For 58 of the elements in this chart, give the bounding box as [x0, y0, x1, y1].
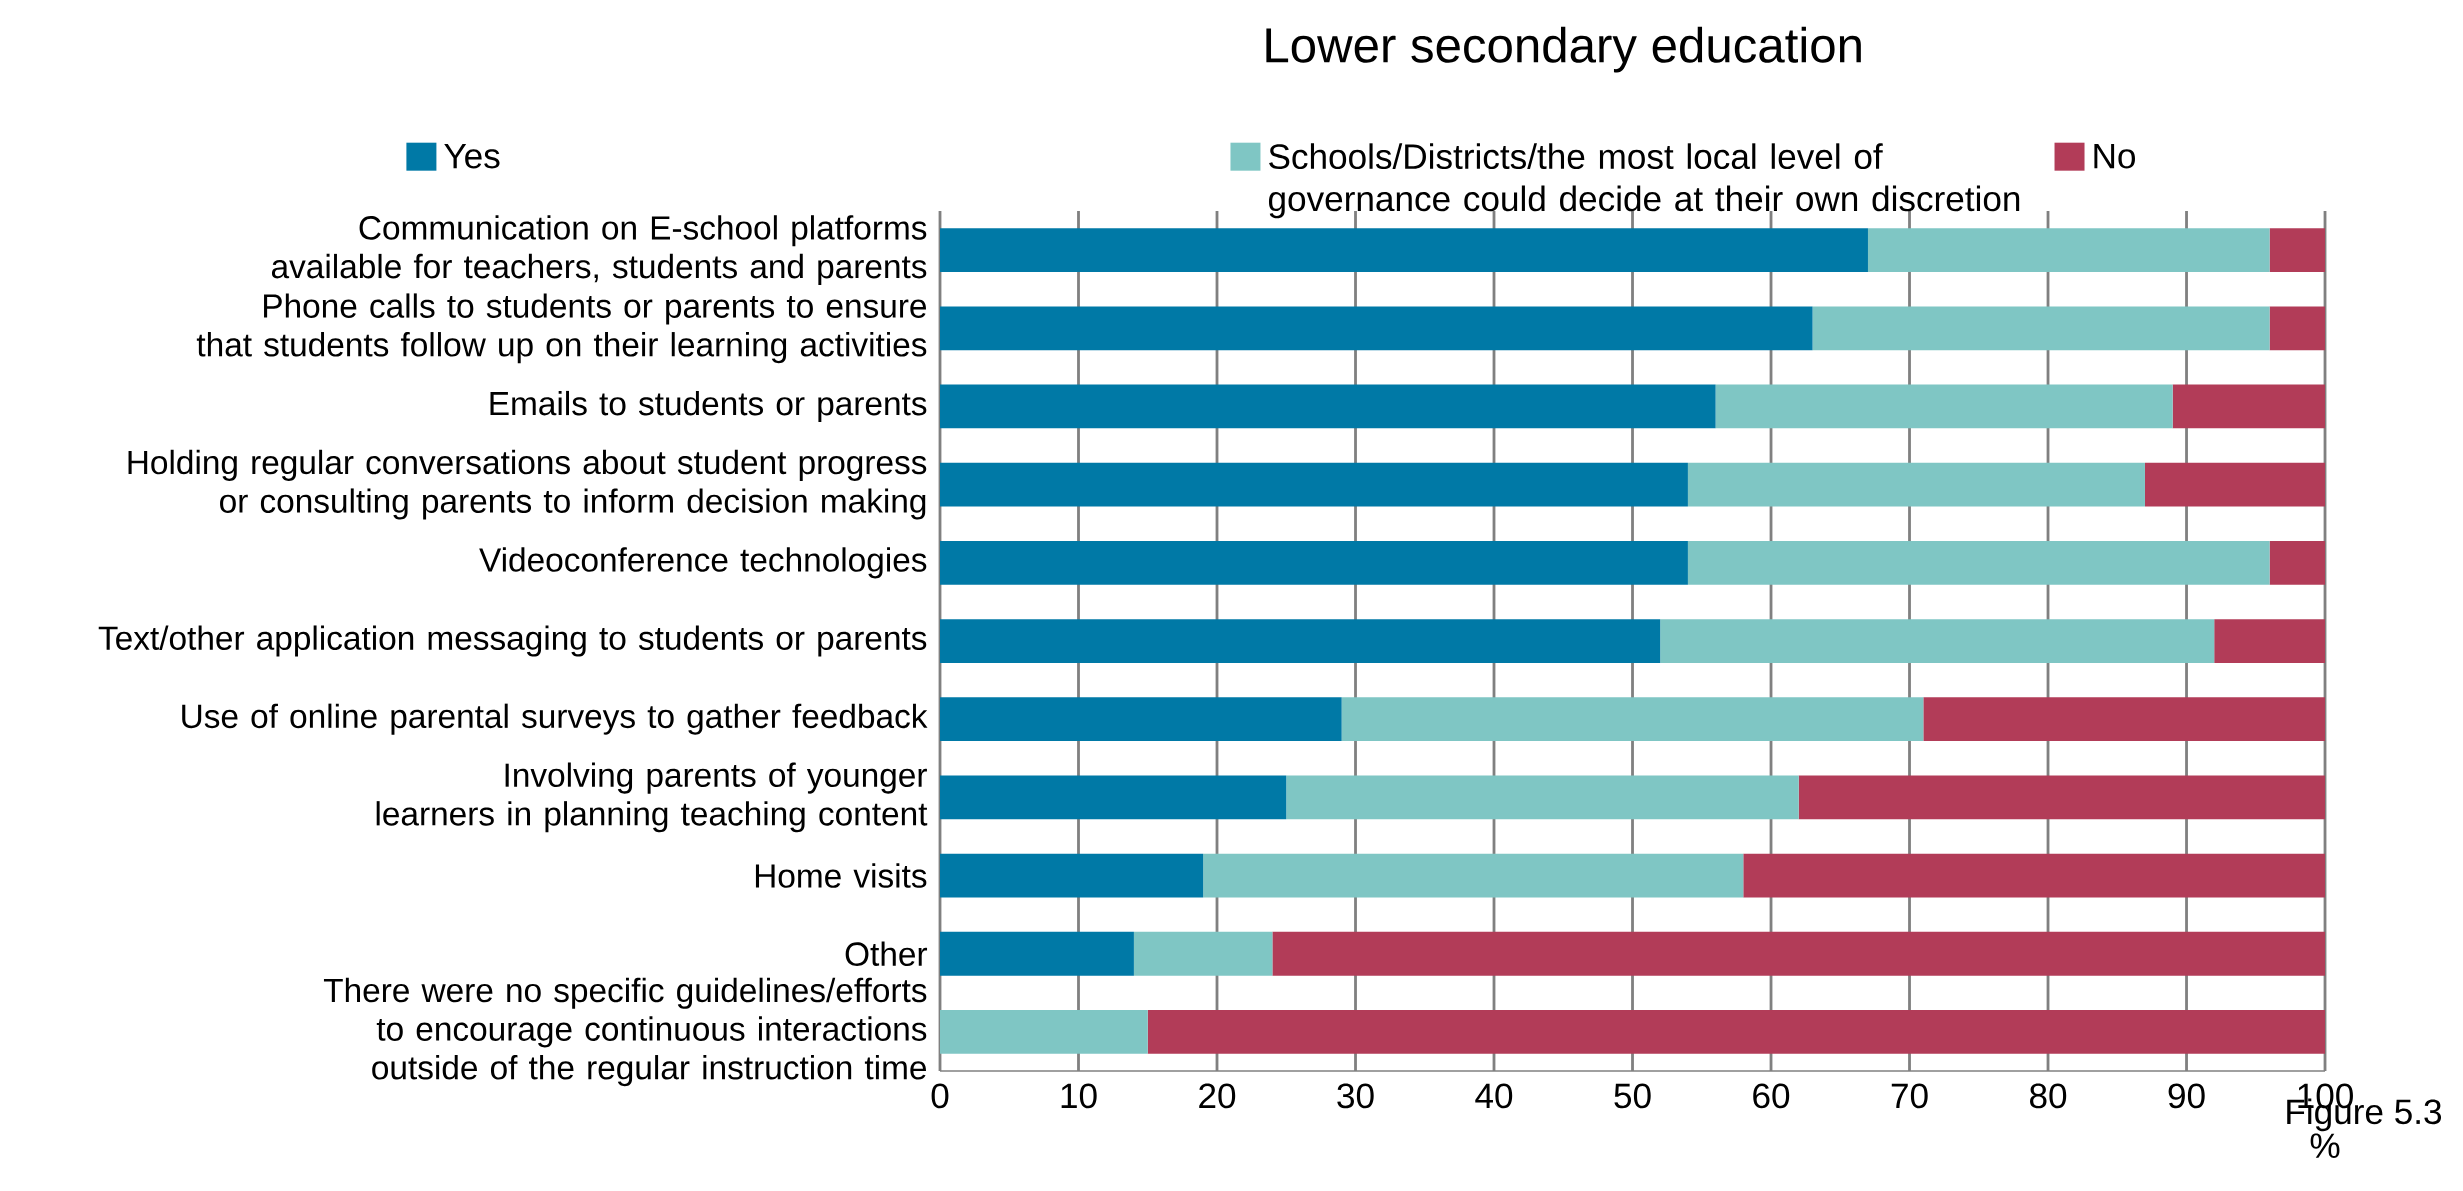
y-tick-label: Use of online parental surveys to gather feedback [182, 703, 928, 735]
y-tick-label: Communication on E-school platforms available for teachers, students and parents [271, 215, 927, 286]
bar [940, 462, 1688, 507]
y-tick-label: Involving parents of younger learners in planning teaching content [376, 762, 928, 833]
bar [2269, 306, 2326, 351]
x-axis-title: % [2310, 1133, 2340, 1159]
bar [1203, 853, 1744, 898]
y-tick-label: Home visits [755, 863, 927, 888]
bar [1660, 619, 2215, 663]
legend-label: Yes [444, 143, 500, 169]
bar [2269, 228, 2326, 272]
bar [1133, 931, 1273, 976]
bar [940, 697, 1342, 742]
bar [940, 384, 1716, 429]
bar [1715, 384, 2173, 429]
bar [1147, 1010, 2326, 1054]
bar [1923, 697, 2326, 742]
y-tick-label: Phone calls to students or parents to ensure that students follow up on their learning activities [196, 293, 927, 364]
y-tick-label: Videoconference technologies [479, 547, 927, 579]
x-tick-label: 50 [1614, 1083, 1651, 1109]
bar [940, 775, 1287, 820]
x-tick-label: 10 [1061, 1083, 1097, 1109]
bar [940, 228, 1868, 272]
bar [1687, 540, 2270, 585]
bar [1867, 228, 2270, 272]
bar [1272, 931, 2326, 976]
bar [1341, 697, 1924, 742]
bar [940, 540, 1688, 585]
legend-label: No [2094, 143, 2136, 169]
y-tick-label: Emails to students or parents [490, 390, 927, 423]
bar [940, 931, 1134, 976]
bar [940, 853, 1204, 898]
bar [1743, 853, 2326, 898]
y-tick-label: Holding regular conversations about student progress or consulting parents to inform decision making [128, 449, 927, 520]
bar [1798, 775, 2326, 820]
bar [2172, 384, 2326, 429]
x-tick-label: 80 [2030, 1083, 2067, 1109]
bar [940, 306, 1813, 351]
y-tick-label: Text/other application messaging to students or parents [98, 625, 927, 657]
x-tick-label: 0 [931, 1083, 949, 1109]
bar [940, 1010, 1148, 1054]
x-tick-label: 90 [2168, 1083, 2205, 1109]
bar [2269, 540, 2326, 585]
y-tick-label: There were no specific guidelines/efforts to encourage continuous interactions outside of the regular instruction time [323, 977, 927, 1087]
bar [1286, 775, 1799, 820]
chart-title: Lower secondary education [1266, 26, 1861, 73]
bar [1812, 306, 2270, 351]
bar [2144, 462, 2326, 507]
bar [1687, 462, 2145, 507]
x-tick-label: 70 [1891, 1083, 1928, 1109]
x-tick-label: 20 [1199, 1083, 1236, 1109]
y-tick-label: Other [845, 941, 928, 967]
legend-label: Schools/Districts/the most local level of governance could decide at their own discretion [1268, 143, 2020, 219]
x-tick-label: 30 [1337, 1083, 1374, 1109]
x-tick-label: 60 [1753, 1083, 1790, 1109]
x-tick-label: 40 [1475, 1083, 1513, 1109]
bar [2214, 619, 2326, 663]
bar [940, 619, 1661, 663]
